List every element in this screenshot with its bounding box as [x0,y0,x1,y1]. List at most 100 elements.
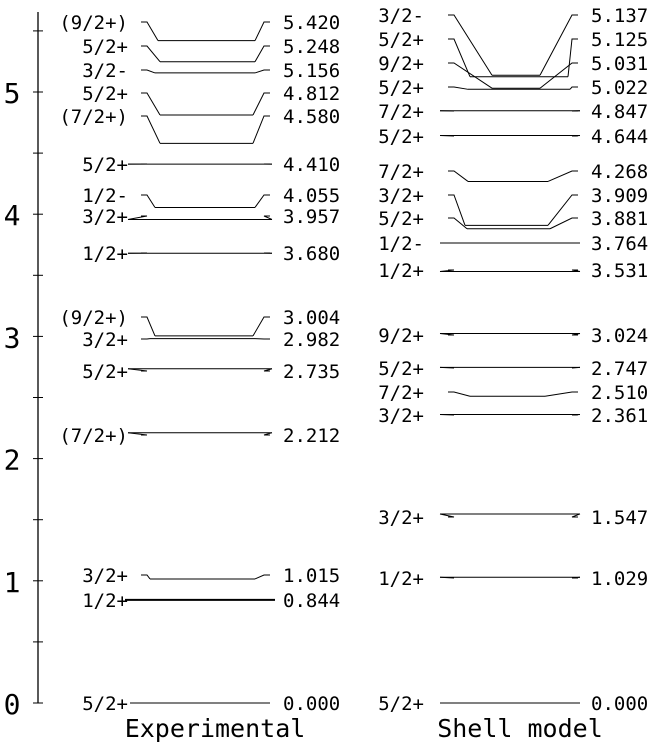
level-spin-label: 3/2+ [82,329,128,351]
level-spin-label: 1/2+ [378,260,424,282]
level-connector-left [448,217,468,230]
level-spin-label: 5/2+ [378,126,424,148]
level-connector-right [549,217,578,230]
level-energy-label: 3.680 [283,243,340,265]
level-connector-left [439,513,455,518]
level-spin-label: 1/2- [82,185,128,207]
level-connector-right [263,368,273,372]
level-energy-label: 2.735 [283,361,340,383]
level-connector-left [448,391,471,397]
level-energy-label: 1.547 [591,507,648,529]
level-energy-label: 5.248 [283,36,340,58]
level-spin-label: 5/2+ [378,358,424,380]
level-energy-label: 1.029 [591,568,648,590]
axis-tick-label: 3 [4,321,21,354]
level-connector-right [252,92,270,116]
level-spin-label: 5/2+ [378,693,424,715]
level-connector-right [569,86,578,90]
level-energy-label: 1.015 [283,565,340,587]
experimental-column: 5/2+ 0.000 1/2+ 0.844 3/2+ 1.015 (7/2+) 2.212 5/… [59,12,340,715]
level-spin-label: 5/2+ [82,36,128,58]
level-spin-label: (9/2+) [59,12,128,34]
level-connector-left [448,194,466,226]
level-connector-left [439,366,455,369]
level-connector-left [141,574,151,580]
level-connector-right [254,194,270,208]
level-connector-left [448,62,493,89]
level-connector-left [141,115,161,144]
axis-tick-label: 4 [4,199,21,232]
level-spin-label: 3/2- [82,60,128,82]
level-energy-label: 3.764 [591,233,648,255]
level-energy-label: 3.881 [591,208,648,230]
level-spin-label: 1/2+ [378,568,424,590]
level-connector-left [448,38,471,77]
shell-model-column: 5/2+ 0.000 1/2+ 1.029 3/2+ 1.547 3/2+ 2.361 7/2+… [378,5,648,715]
level-energy-label: 0.844 [283,590,340,612]
axis-tick-label: 0 [4,688,21,721]
level-connector-right [571,269,581,273]
level-connector-left [439,269,455,273]
level-connector-left [141,92,161,116]
level-connector-left [127,432,148,436]
level-energy-label: 2.982 [283,329,340,351]
level-connector-right [254,45,270,62]
axis-tick-label: 2 [4,444,21,477]
level-connector-right [547,194,578,226]
level-connector-right [252,316,270,337]
level-spin-label: 3/2- [378,5,424,27]
level-connector-right [571,513,581,518]
level-energy-label: 0.000 [283,693,340,715]
level-spin-label: 7/2+ [378,101,424,123]
level-connector-right [254,21,270,41]
level-connector-left [141,21,159,41]
level-spin-label: 5/2+ [378,208,424,230]
level-energy-label: 3.957 [283,206,340,228]
level-energy-label: 5.156 [283,60,340,82]
level-connector-right [263,432,273,436]
level-energy-label: 4.580 [283,106,340,128]
level-spin-label: 3/2+ [82,206,128,228]
level-connector-right [571,576,581,579]
level-connector-right [252,115,270,144]
level-energy-label: 4.055 [283,185,340,207]
level-spin-label: (7/2+) [59,425,128,447]
level-spin-label: 1/2+ [82,590,128,612]
level-spin-label: (9/2+) [59,307,128,329]
level-connector-left [127,215,148,220]
level-spin-label: 3/2+ [378,507,424,529]
level-spin-label: 5/2+ [82,154,128,176]
level-energy-label: 3.024 [591,325,648,347]
energy-axis: 0 1 2 3 4 5 [4,12,43,721]
level-spin-label: 1/2+ [82,243,128,265]
level-spin-label: 3/2+ [378,405,424,427]
level-energy-label: 0.000 [591,693,648,715]
level-spin-label: 3/2+ [82,565,128,587]
level-spin-label: 7/2+ [378,382,424,404]
level-connector-right [254,69,270,74]
level-spin-label: (7/2+) [59,106,128,128]
level-spin-label: 7/2+ [378,161,424,183]
level-spin-label: 9/2+ [378,325,424,347]
level-energy-label: 2.510 [591,382,648,404]
level-connector-right [567,38,578,77]
level-connector-right [547,170,578,182]
level-connector-right [254,574,270,580]
level-spin-label: 5/2+ [378,77,424,99]
level-energy-label: 5.022 [591,77,648,99]
level-connector-right [544,391,578,397]
experimental-title: Experimental [125,714,306,743]
shell-model-title: Shell model [437,714,603,743]
level-connector-left [141,45,161,63]
level-connector-right [539,62,578,89]
level-energy-label: 4.644 [591,126,648,148]
level-energy-label: 4.812 [283,83,340,105]
level-energy-label: 2.747 [591,358,648,380]
level-connector-right [263,215,273,220]
level-connector-left [439,576,455,579]
level-connector-left [448,86,469,90]
level-energy-label: 5.137 [591,5,648,27]
level-energy-label: 4.410 [283,154,340,176]
level-connector-left [448,170,469,182]
level-connector-right [571,413,581,416]
